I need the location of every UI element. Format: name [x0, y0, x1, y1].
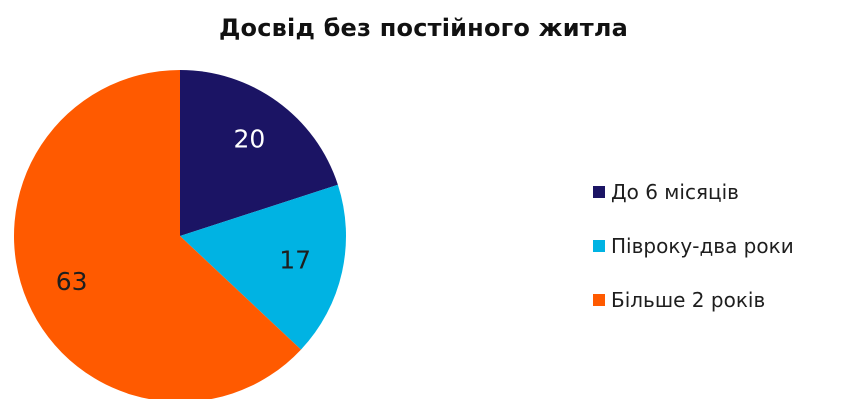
legend: До 6 місяців Півроку-два роки Більше 2 р…	[593, 180, 843, 342]
chart-title: Досвід без постійного житла	[218, 14, 629, 42]
pie-slice-up-to-6-months	[180, 70, 338, 236]
legend-label: Більше 2 років	[611, 288, 766, 312]
legend-item-up-to-6-months: До 6 місяців	[593, 180, 843, 204]
legend-swatch	[593, 294, 605, 306]
data-label-more-than-2-years: 63	[56, 267, 88, 296]
legend-item-half-year-to-two-years: Півроку-два роки	[593, 234, 843, 258]
data-label-half-year-to-two-years: 17	[279, 246, 311, 275]
legend-item-more-than-2-years: Більше 2 років	[593, 288, 843, 312]
pie-slice-more-than-2-years	[14, 70, 302, 399]
pie-data-labels: 20 17 63	[56, 125, 311, 296]
legend-swatch	[593, 240, 605, 252]
pie-slices	[14, 70, 347, 399]
legend-label: Півроку-два роки	[611, 234, 794, 258]
legend-label: До 6 місяців	[611, 180, 739, 204]
legend-swatch	[593, 186, 605, 198]
pie-slice-half-year-to-two-years	[180, 184, 347, 350]
data-label-up-to-6-months: 20	[233, 125, 265, 154]
